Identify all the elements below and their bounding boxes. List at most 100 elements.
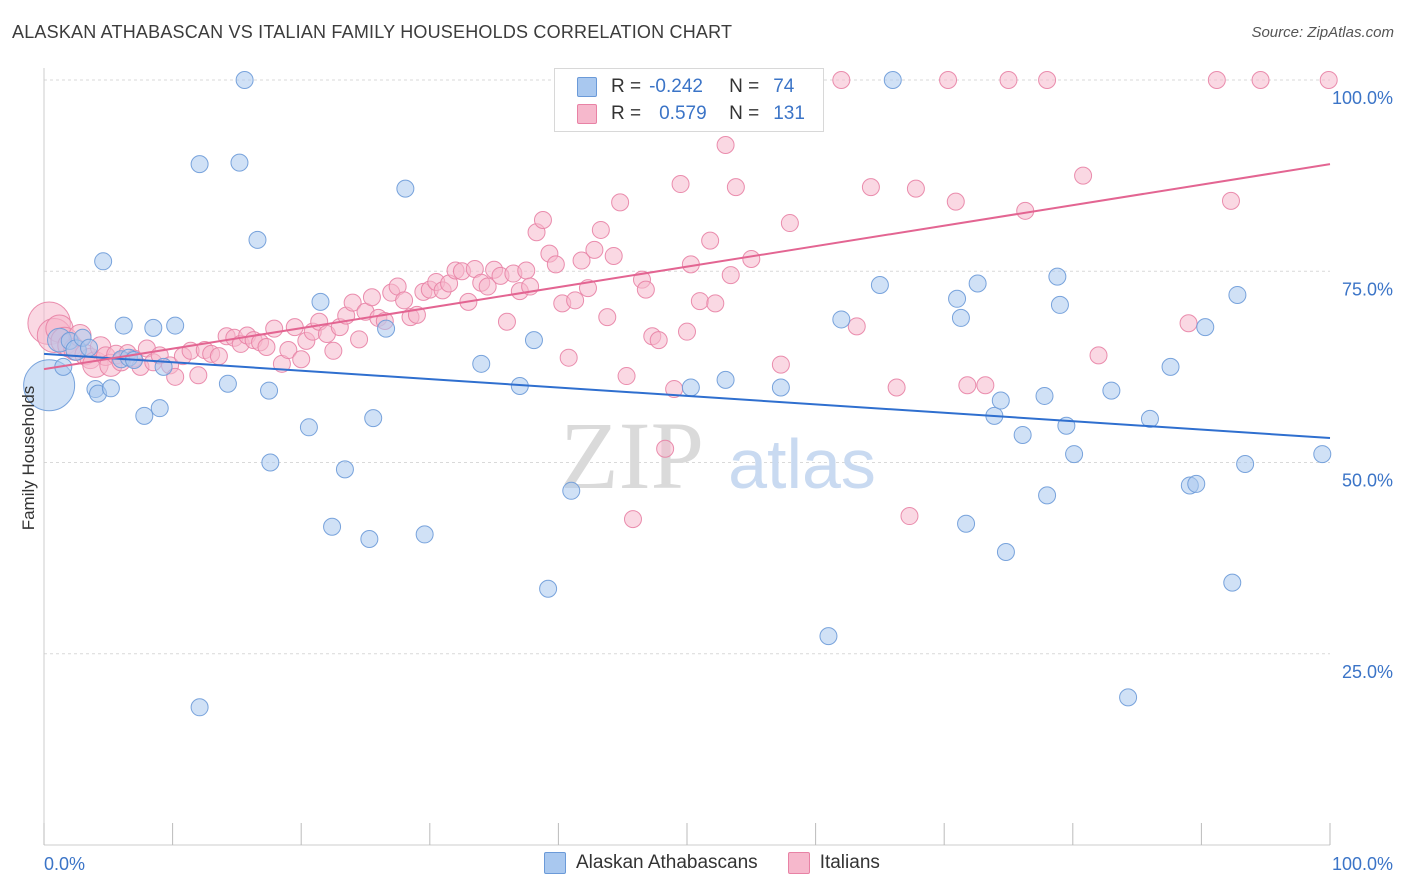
y-axis-label: Family Households [19, 386, 38, 531]
watermark: ZIP atlas [560, 402, 876, 509]
athabascans-point [1065, 445, 1084, 464]
athabascans-point [1102, 381, 1121, 400]
athabascans-point [1236, 455, 1255, 474]
italians-point [617, 367, 636, 386]
italians-point [189, 366, 208, 385]
italians-point [1179, 314, 1198, 333]
legend-n-label: N = [729, 76, 760, 97]
italians-point [350, 330, 369, 349]
italians-point [690, 292, 709, 311]
athabascans-point [948, 289, 967, 308]
italians-point [598, 308, 617, 327]
italians-point [906, 179, 925, 198]
italians-point [604, 246, 623, 265]
italians-point [362, 288, 381, 307]
athabascans-point [1161, 357, 1180, 376]
athabascans-point [1013, 425, 1032, 444]
italians-point [1319, 71, 1338, 89]
legend-item-athabascans[interactable]: Alaskan Athabascans [544, 852, 758, 874]
athabascans-point [396, 179, 415, 198]
axes [43, 68, 1331, 846]
italians-point [623, 510, 642, 529]
athabascans-point [299, 418, 318, 437]
legend-item-italians[interactable]: Italians [787, 852, 880, 874]
series-athabascans-points [23, 71, 1332, 717]
italians-point [656, 439, 675, 458]
italians-point [343, 293, 362, 312]
italians-point [478, 277, 497, 296]
athabascans-point [360, 530, 379, 548]
italians-point [887, 378, 906, 397]
series-legend: Alaskan Athabascans Italians [544, 852, 910, 874]
italians-point [706, 294, 725, 313]
italians-point [395, 291, 414, 310]
legend-swatch-athabascans [577, 77, 597, 97]
watermark-zip: ZIP [560, 402, 704, 509]
italians-point [649, 331, 668, 350]
legend-n-value: 74 [773, 76, 795, 97]
athabascans-point [681, 378, 700, 397]
athabascans-point [883, 71, 902, 89]
italians-point [716, 136, 735, 155]
athabascans-point [230, 153, 249, 172]
athabascans-point [1048, 267, 1067, 286]
legend-r-value: -0.242 [649, 76, 703, 97]
italians-point [958, 376, 977, 395]
italians-point [939, 71, 958, 89]
italians-point [1251, 71, 1270, 89]
athabascans-point [991, 391, 1010, 410]
trend-lines [43, 163, 1331, 440]
italians-point [900, 507, 919, 526]
athabascans-point [190, 698, 209, 717]
legend-swatch-italians [577, 104, 597, 124]
athabascans-point [771, 378, 790, 397]
italians-point [701, 231, 720, 250]
athabascans-point [957, 514, 976, 533]
athabascans-point [1119, 688, 1138, 707]
athabascans-point [870, 276, 889, 295]
athabascans-point [1035, 386, 1054, 405]
italians-point [257, 337, 276, 356]
athabascans-point [311, 292, 330, 311]
legend-n-value: 131 [773, 103, 805, 124]
legend-swatch-italians [787, 852, 810, 874]
athabascans-point [1187, 474, 1206, 493]
italians-point [611, 193, 630, 212]
legend-r-value: 0.579 [659, 103, 707, 124]
legend-n-label: N = [729, 103, 760, 124]
athabascans-point [94, 252, 113, 271]
athabascans-point [114, 316, 133, 335]
athabascans-point [135, 406, 154, 425]
italians-point [999, 71, 1018, 89]
italians-point [279, 341, 298, 360]
tick-labels: 25.0% 50.0% 75.0% 100.0% 0.0% 100.0% [44, 88, 1393, 874]
italians-point [585, 240, 604, 259]
y-tick-label: 50.0% [1342, 471, 1393, 491]
italians-point [1074, 166, 1093, 185]
italians-point [566, 291, 585, 310]
italians-point [636, 280, 655, 299]
athabascans-point [562, 481, 581, 500]
trend-line-athabascans [43, 352, 1331, 440]
athabascans-point [144, 318, 163, 337]
athabascans-point [166, 316, 185, 335]
italians-point [1089, 346, 1108, 365]
athabascans-point [261, 453, 280, 472]
athabascans-point [323, 517, 342, 536]
source-label: Source: ZipAtlas.com [1251, 24, 1394, 41]
athabascans-point [1050, 295, 1069, 314]
athabascans-point [80, 338, 99, 357]
athabascans-point [101, 379, 120, 398]
legend-row-italians: R = 0.579 N = 131 [577, 102, 805, 126]
italians-point [861, 178, 880, 197]
athabascans-point [415, 525, 434, 544]
legend-swatch-athabascans [544, 852, 566, 874]
athabascans-point [1223, 573, 1242, 592]
italians-point [572, 251, 591, 270]
italians-point [1038, 71, 1057, 89]
italians-point [832, 71, 851, 89]
italians-point [780, 214, 799, 233]
italians-point [1207, 71, 1226, 89]
legend-r-label: R = [611, 103, 642, 124]
italians-point [726, 178, 745, 197]
